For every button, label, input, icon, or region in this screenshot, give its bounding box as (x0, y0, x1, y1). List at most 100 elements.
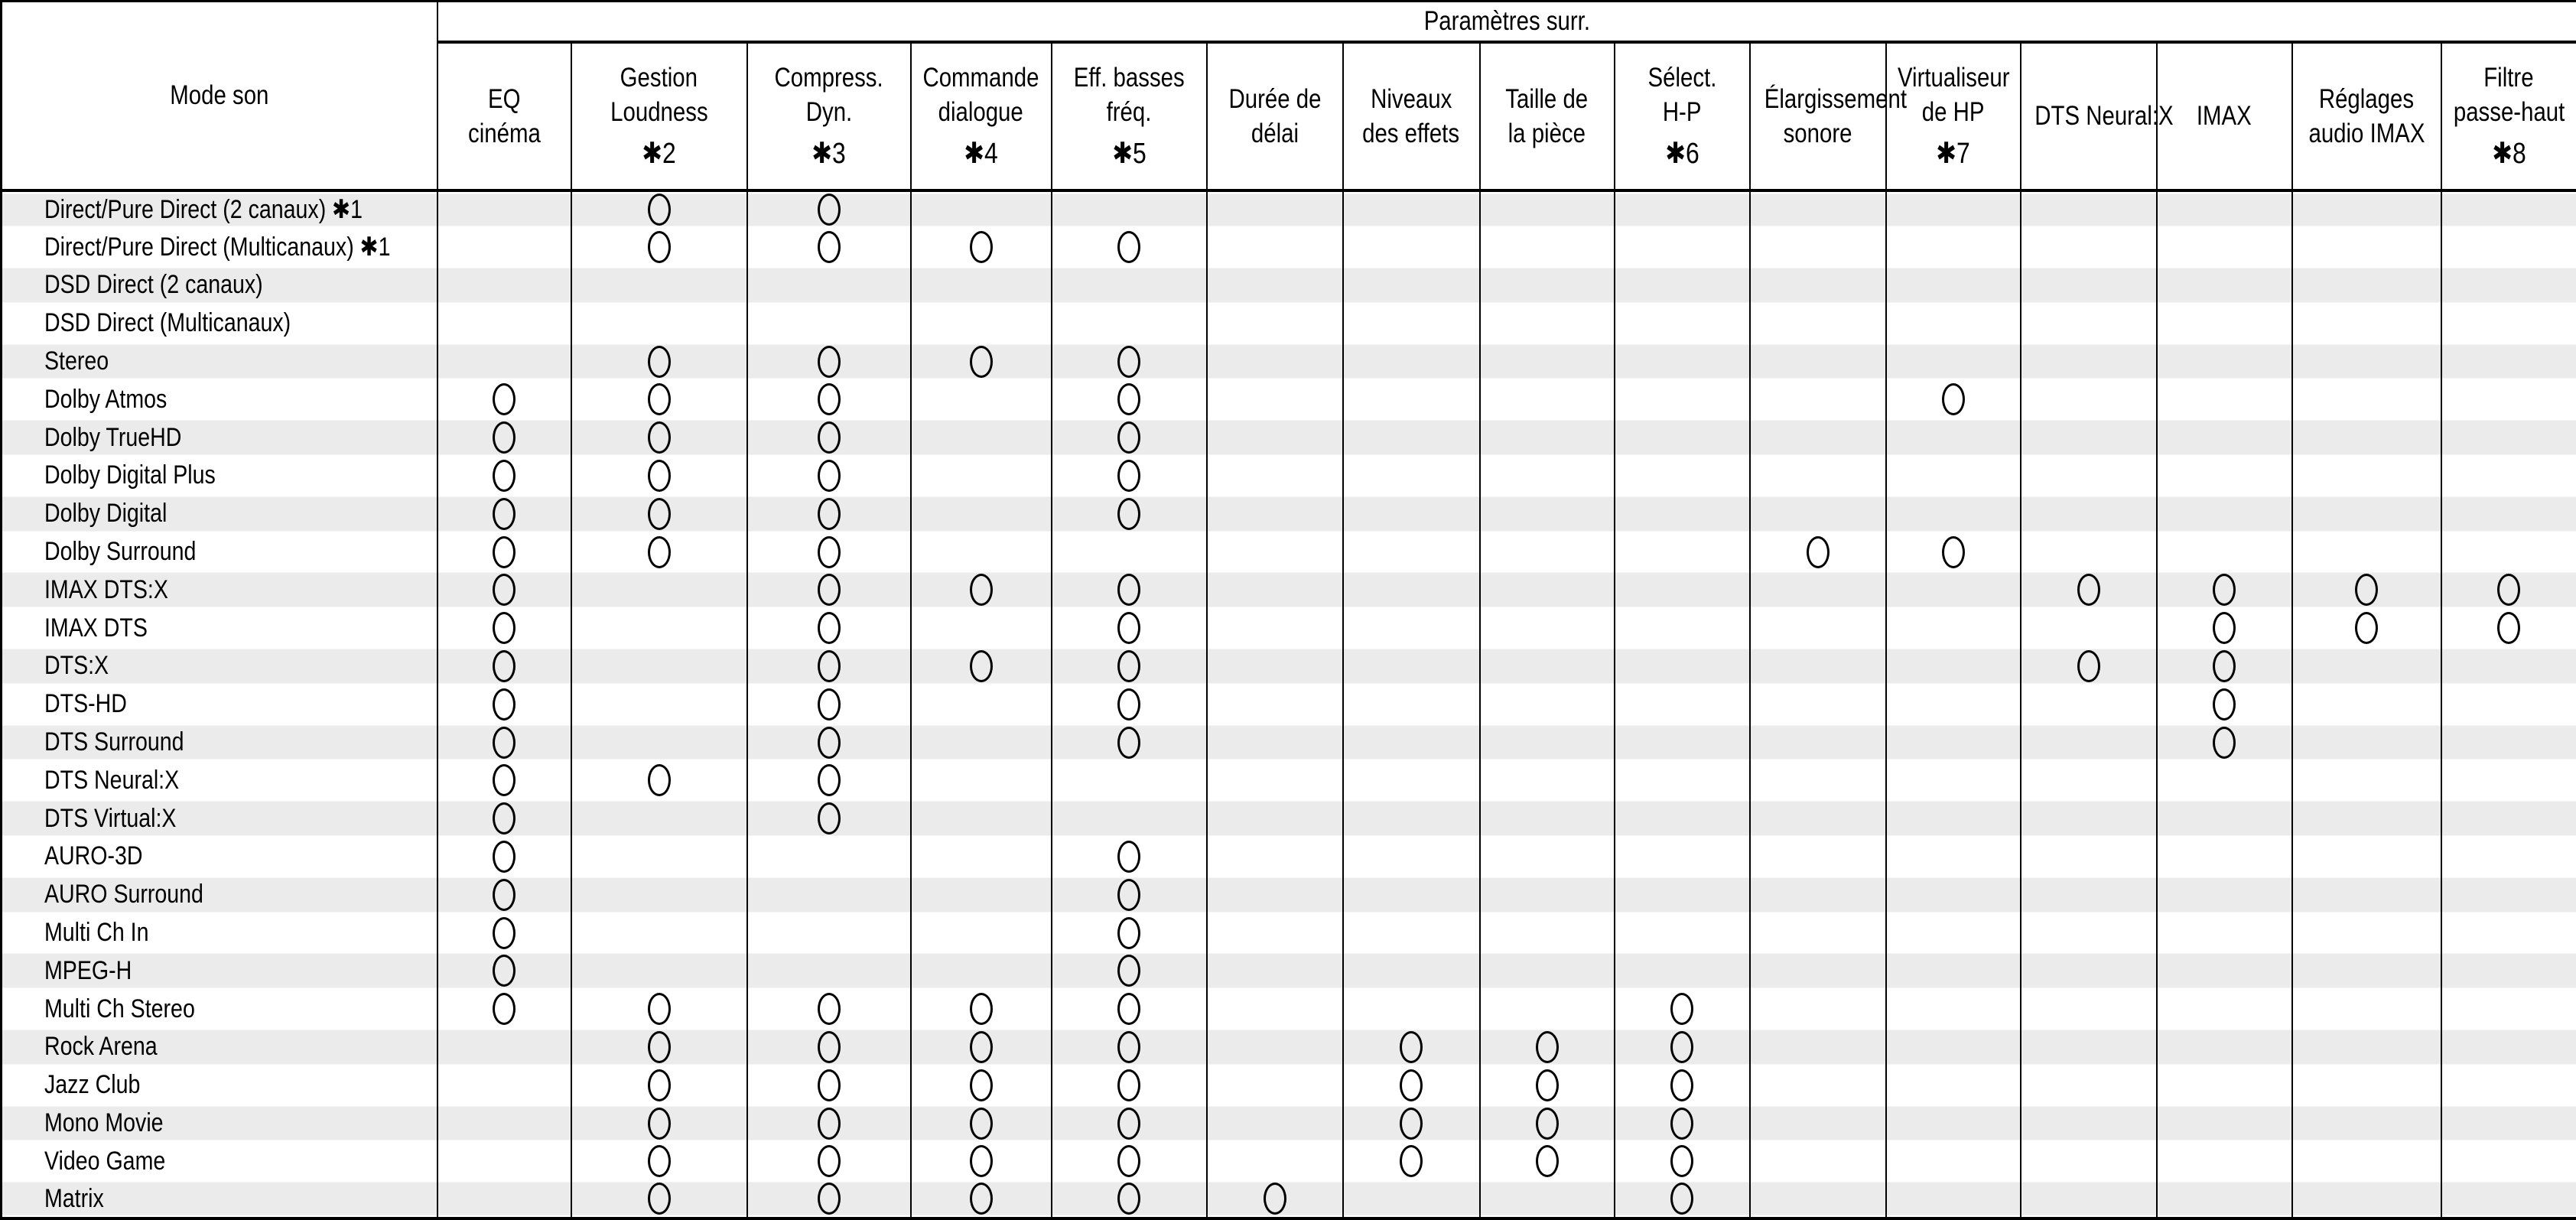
cell-duree-de-delai (1207, 609, 1343, 647)
cell-reglages-audio-imax (2292, 1066, 2441, 1105)
cell-dts-neural-x (2021, 799, 2157, 838)
cell-dts-neural-x (2021, 609, 2157, 647)
cell-virtualiseur-de-hp (1886, 418, 2021, 457)
cell-compress-dyn (747, 533, 911, 571)
cell-virtualiseur-de-hp (1886, 495, 2021, 533)
cell-select-hp (1615, 380, 1750, 418)
cell-imax (2157, 609, 2292, 647)
available-circle-icon (2077, 650, 2100, 682)
cell-virtualiseur-de-hp (1886, 761, 2021, 799)
available-circle-icon (818, 194, 841, 226)
mode-label: DTS-HD (44, 689, 127, 719)
cell-imax (2157, 1028, 2292, 1066)
cell-select-hp (1615, 990, 1750, 1028)
mode-label-cell: Mono Movie (2, 1105, 437, 1143)
cell-niveaux-des-effets (1343, 952, 1480, 990)
cell-filtre-passe-haut (2441, 799, 2576, 838)
table-row: DTS Surround (2, 724, 2576, 762)
cell-eff-basses-freq (1052, 838, 1207, 876)
cell-select-hp (1615, 609, 1750, 647)
cell-duree-de-delai (1207, 799, 1343, 838)
cell-commande-dialogue (911, 838, 1052, 876)
cell-select-hp (1615, 647, 1750, 685)
cell-eff-basses-freq (1052, 418, 1207, 457)
column-header-label: H-P (1663, 95, 1702, 129)
cell-duree-de-delai (1207, 571, 1343, 609)
cell-compress-dyn (747, 190, 911, 229)
cell-gestion-loudness (571, 724, 747, 762)
cell-reglages-audio-imax (2292, 495, 2441, 533)
mode-label-cell: Rock Arena (2, 1028, 437, 1066)
cell-compress-dyn (747, 1066, 911, 1105)
cell-taille-de-la-piece (1480, 914, 1615, 952)
cell-eq-cinema (437, 304, 571, 343)
footnote-marker: ✱2 (642, 137, 676, 171)
cell-dts-neural-x (2021, 761, 2157, 799)
available-circle-icon (970, 993, 993, 1025)
cell-niveaux-des-effets (1343, 990, 1480, 1028)
cell-reglages-audio-imax (2292, 266, 2441, 304)
cell-duree-de-delai (1207, 457, 1343, 495)
cell-gestion-loudness (571, 876, 747, 914)
cell-eff-basses-freq (1052, 1142, 1207, 1180)
available-circle-icon (1400, 1031, 1423, 1063)
available-circle-icon (1117, 231, 1140, 263)
available-circle-icon (493, 993, 516, 1025)
table-row: Dolby Surround (2, 533, 2576, 571)
available-circle-icon (648, 498, 671, 530)
available-circle-icon (493, 841, 516, 873)
cell-reglages-audio-imax (2292, 304, 2441, 343)
cell-virtualiseur-de-hp (1886, 724, 2021, 762)
cell-dts-neural-x (2021, 228, 2157, 266)
cell-taille-de-la-piece (1480, 495, 1615, 533)
cell-filtre-passe-haut (2441, 609, 2576, 647)
cell-virtualiseur-de-hp (1886, 343, 2021, 381)
cell-filtre-passe-haut (2441, 647, 2576, 685)
table-row: Matrix (2, 1180, 2576, 1218)
cell-dts-neural-x (2021, 1028, 2157, 1066)
cell-reglages-audio-imax (2292, 1180, 2441, 1218)
cell-elargissement-sonore (1750, 990, 1886, 1028)
mode-label-cell: AURO-3D (2, 838, 437, 876)
cell-dts-neural-x (2021, 1142, 2157, 1180)
available-circle-icon (1536, 1108, 1559, 1140)
cell-niveaux-des-effets (1343, 343, 1480, 381)
cell-filtre-passe-haut (2441, 914, 2576, 952)
column-header-label: délai (1251, 116, 1298, 151)
cell-eq-cinema (437, 571, 571, 609)
mode-label: Dolby Digital Plus (44, 460, 216, 490)
cell-filtre-passe-haut (2441, 380, 2576, 418)
cell-imax (2157, 418, 2292, 457)
available-circle-icon (648, 1069, 671, 1101)
cell-duree-de-delai (1207, 190, 1343, 229)
cell-compress-dyn (747, 724, 911, 762)
mode-label: DTS:X (44, 651, 109, 681)
available-circle-icon (1117, 574, 1140, 606)
cell-eff-basses-freq (1052, 457, 1207, 495)
cell-commande-dialogue (911, 266, 1052, 304)
available-circle-icon (2497, 612, 2520, 644)
cell-compress-dyn (747, 571, 911, 609)
cell-compress-dyn (747, 228, 911, 266)
mode-label: Jazz Club (44, 1070, 140, 1100)
cell-compress-dyn (747, 418, 911, 457)
table-row: DSD Direct (2 canaux) (2, 266, 2576, 304)
cell-select-hp (1615, 1180, 1750, 1218)
cell-eff-basses-freq (1052, 228, 1207, 266)
available-circle-icon (1117, 955, 1140, 987)
cell-eff-basses-freq (1052, 266, 1207, 304)
available-circle-icon (970, 1145, 993, 1177)
available-circle-icon (648, 421, 671, 454)
available-circle-icon (1670, 1031, 1693, 1063)
cell-eq-cinema (437, 266, 571, 304)
column-header-label: Loudness (610, 95, 708, 129)
cell-filtre-passe-haut (2441, 724, 2576, 762)
cell-niveaux-des-effets (1343, 190, 1480, 229)
cell-compress-dyn (747, 914, 911, 952)
cell-eq-cinema (437, 952, 571, 990)
cell-gestion-loudness (571, 190, 747, 229)
cell-virtualiseur-de-hp (1886, 799, 2021, 838)
cell-dts-neural-x (2021, 380, 2157, 418)
cell-compress-dyn (747, 380, 911, 418)
